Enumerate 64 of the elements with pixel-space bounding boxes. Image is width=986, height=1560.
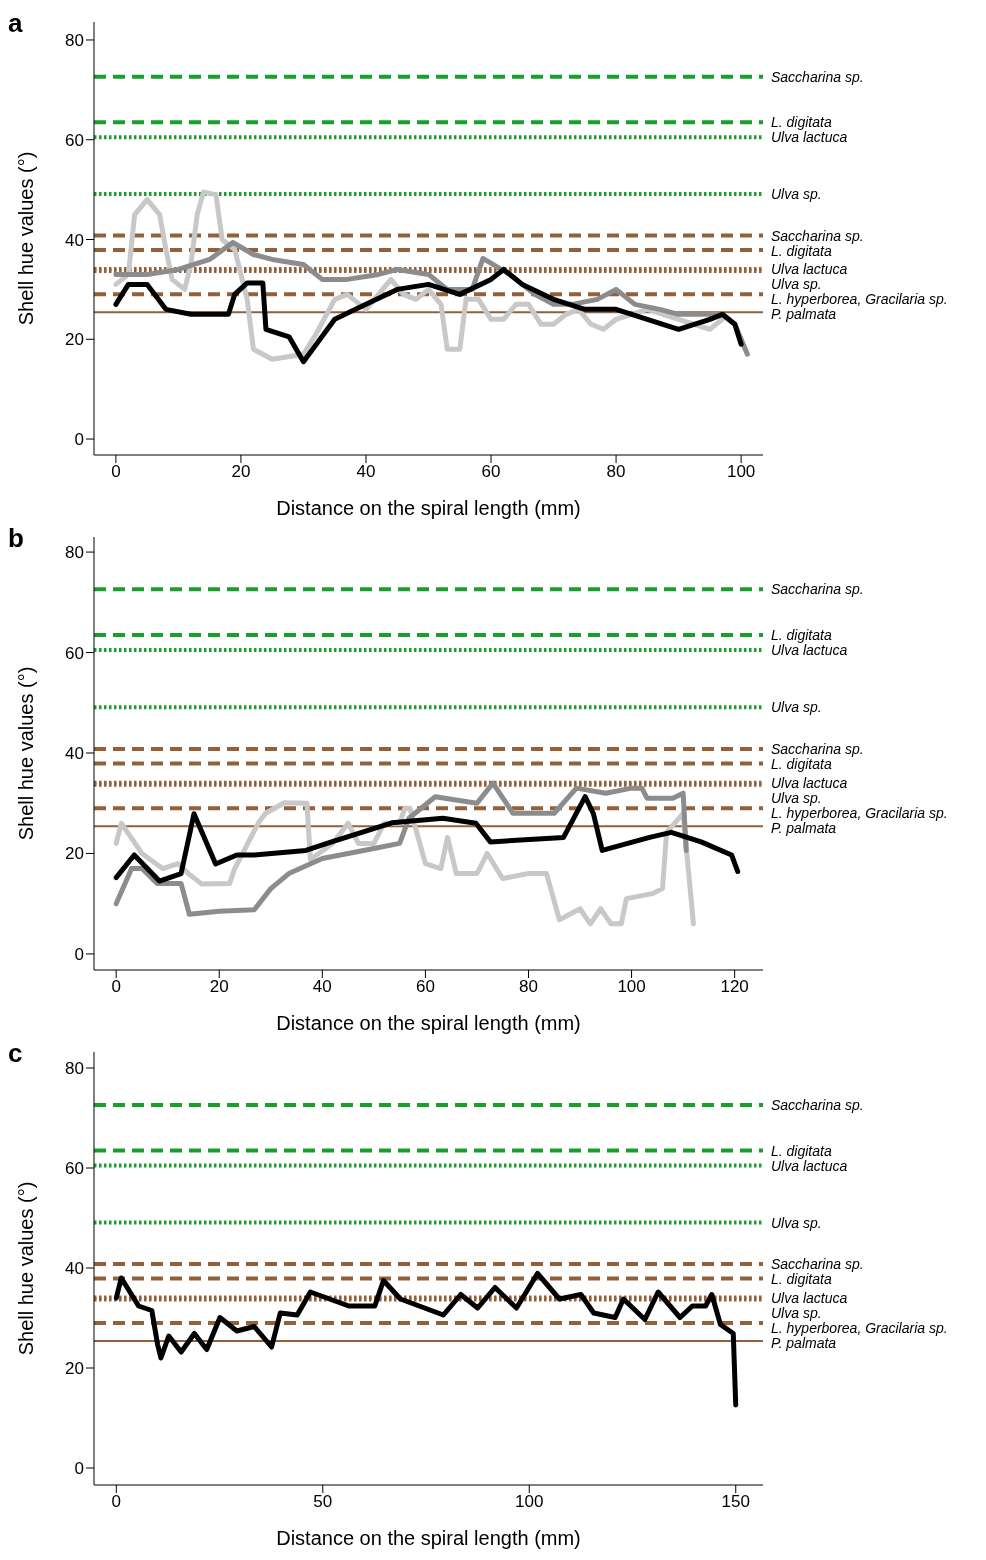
y-tick-label: 0 [74,430,84,450]
y-tick-label: 60 [65,130,84,150]
x-tick-label: 20 [209,977,229,997]
x-axis-title: Distance on the spiral length (mm) [276,1527,581,1549]
ref-line-label: L. digitata [771,242,832,259]
ref-line-label: L. digitata [771,1271,832,1287]
chart-title: c [8,1038,23,1069]
ref-line-label: Saccharina sp. [771,227,864,244]
x-tick-label: 60 [481,462,501,482]
ref-line-label: Saccharina sp. [771,740,864,757]
y-tick-label: 20 [65,844,84,864]
ref-line-label: Ulva sp. [771,1304,822,1321]
x-tick-label: 50 [313,1492,333,1512]
x-tick-label: 0 [111,977,121,997]
y-tick-label: 80 [65,30,84,50]
y-tick-label: 0 [74,944,84,964]
x-tick-label: 100 [515,1492,544,1512]
ref-line-label: Saccharina sp. [771,68,864,85]
x-tick-label: 80 [606,462,626,482]
ref-line-label: Saccharina sp. [771,581,864,598]
y-axis-title: Shell hue values (°) [15,151,38,326]
y-tick-label: 40 [65,1259,84,1279]
chart-title: b [8,523,24,554]
x-axis-title: Distance on the spiral length (mm) [276,1012,581,1034]
x-tick-label: 20 [231,462,251,482]
x-tick-label: 100 [617,977,646,997]
y-tick-label: 80 [65,543,84,563]
y-tick-label: 20 [65,1359,84,1379]
y-tick-label: 40 [65,744,84,764]
ref-line-label: Ulva sp. [771,186,822,203]
x-tick-label: 60 [415,977,435,997]
ref-line-label: Saccharina sp. [771,1256,864,1272]
y-tick-label: 60 [65,1159,84,1179]
y-axis-title: Shell hue values (°) [15,1181,38,1356]
x-tick-label: 120 [720,977,749,997]
ref-line-label: L. digitata [771,626,832,643]
y-tick-label: 0 [74,1459,84,1479]
y-tick-label: 80 [65,1059,84,1079]
ref-line-label: Ulva lactuca [771,260,848,277]
x-tick-label: 40 [312,977,332,997]
x-tick-label: 100 [726,462,756,482]
y-tick-label: 20 [65,330,84,350]
ref-line-label: Ulva sp. [771,789,822,806]
x-tick-label: 80 [519,977,538,997]
ref-line-label: L. digitata [771,1142,832,1159]
ref-line-label: Ulva lactuca [771,1289,848,1306]
x-tick-label: 150 [721,1492,750,1512]
x-tick-label: 40 [356,462,376,482]
ref-line-label: Ulva lactuca [771,642,848,659]
ref-line-label: Ulva sp. [771,699,822,716]
y-tick-label: 40 [65,230,84,250]
ref-line-label: L. digitata [771,755,832,772]
ref-line-label: Ulva lactuca [771,774,848,791]
ref-line-label: Ulva sp. [771,275,822,292]
x-tick-label: 0 [111,1492,122,1512]
ref-line-label: L. digitata [771,114,832,131]
y-tick-label: 60 [65,643,84,663]
chart-title: a [8,8,23,39]
ref-line-label: Ulva sp. [771,1214,822,1231]
y-axis-title: Shell hue values (°) [15,666,38,841]
ref-line-label: Saccharina sp. [771,1097,864,1113]
x-axis-title: Distance on the spiral length (mm) [276,497,581,519]
x-tick-label: 0 [111,462,121,482]
ref-line-label: Ulva lactuca [771,129,848,146]
